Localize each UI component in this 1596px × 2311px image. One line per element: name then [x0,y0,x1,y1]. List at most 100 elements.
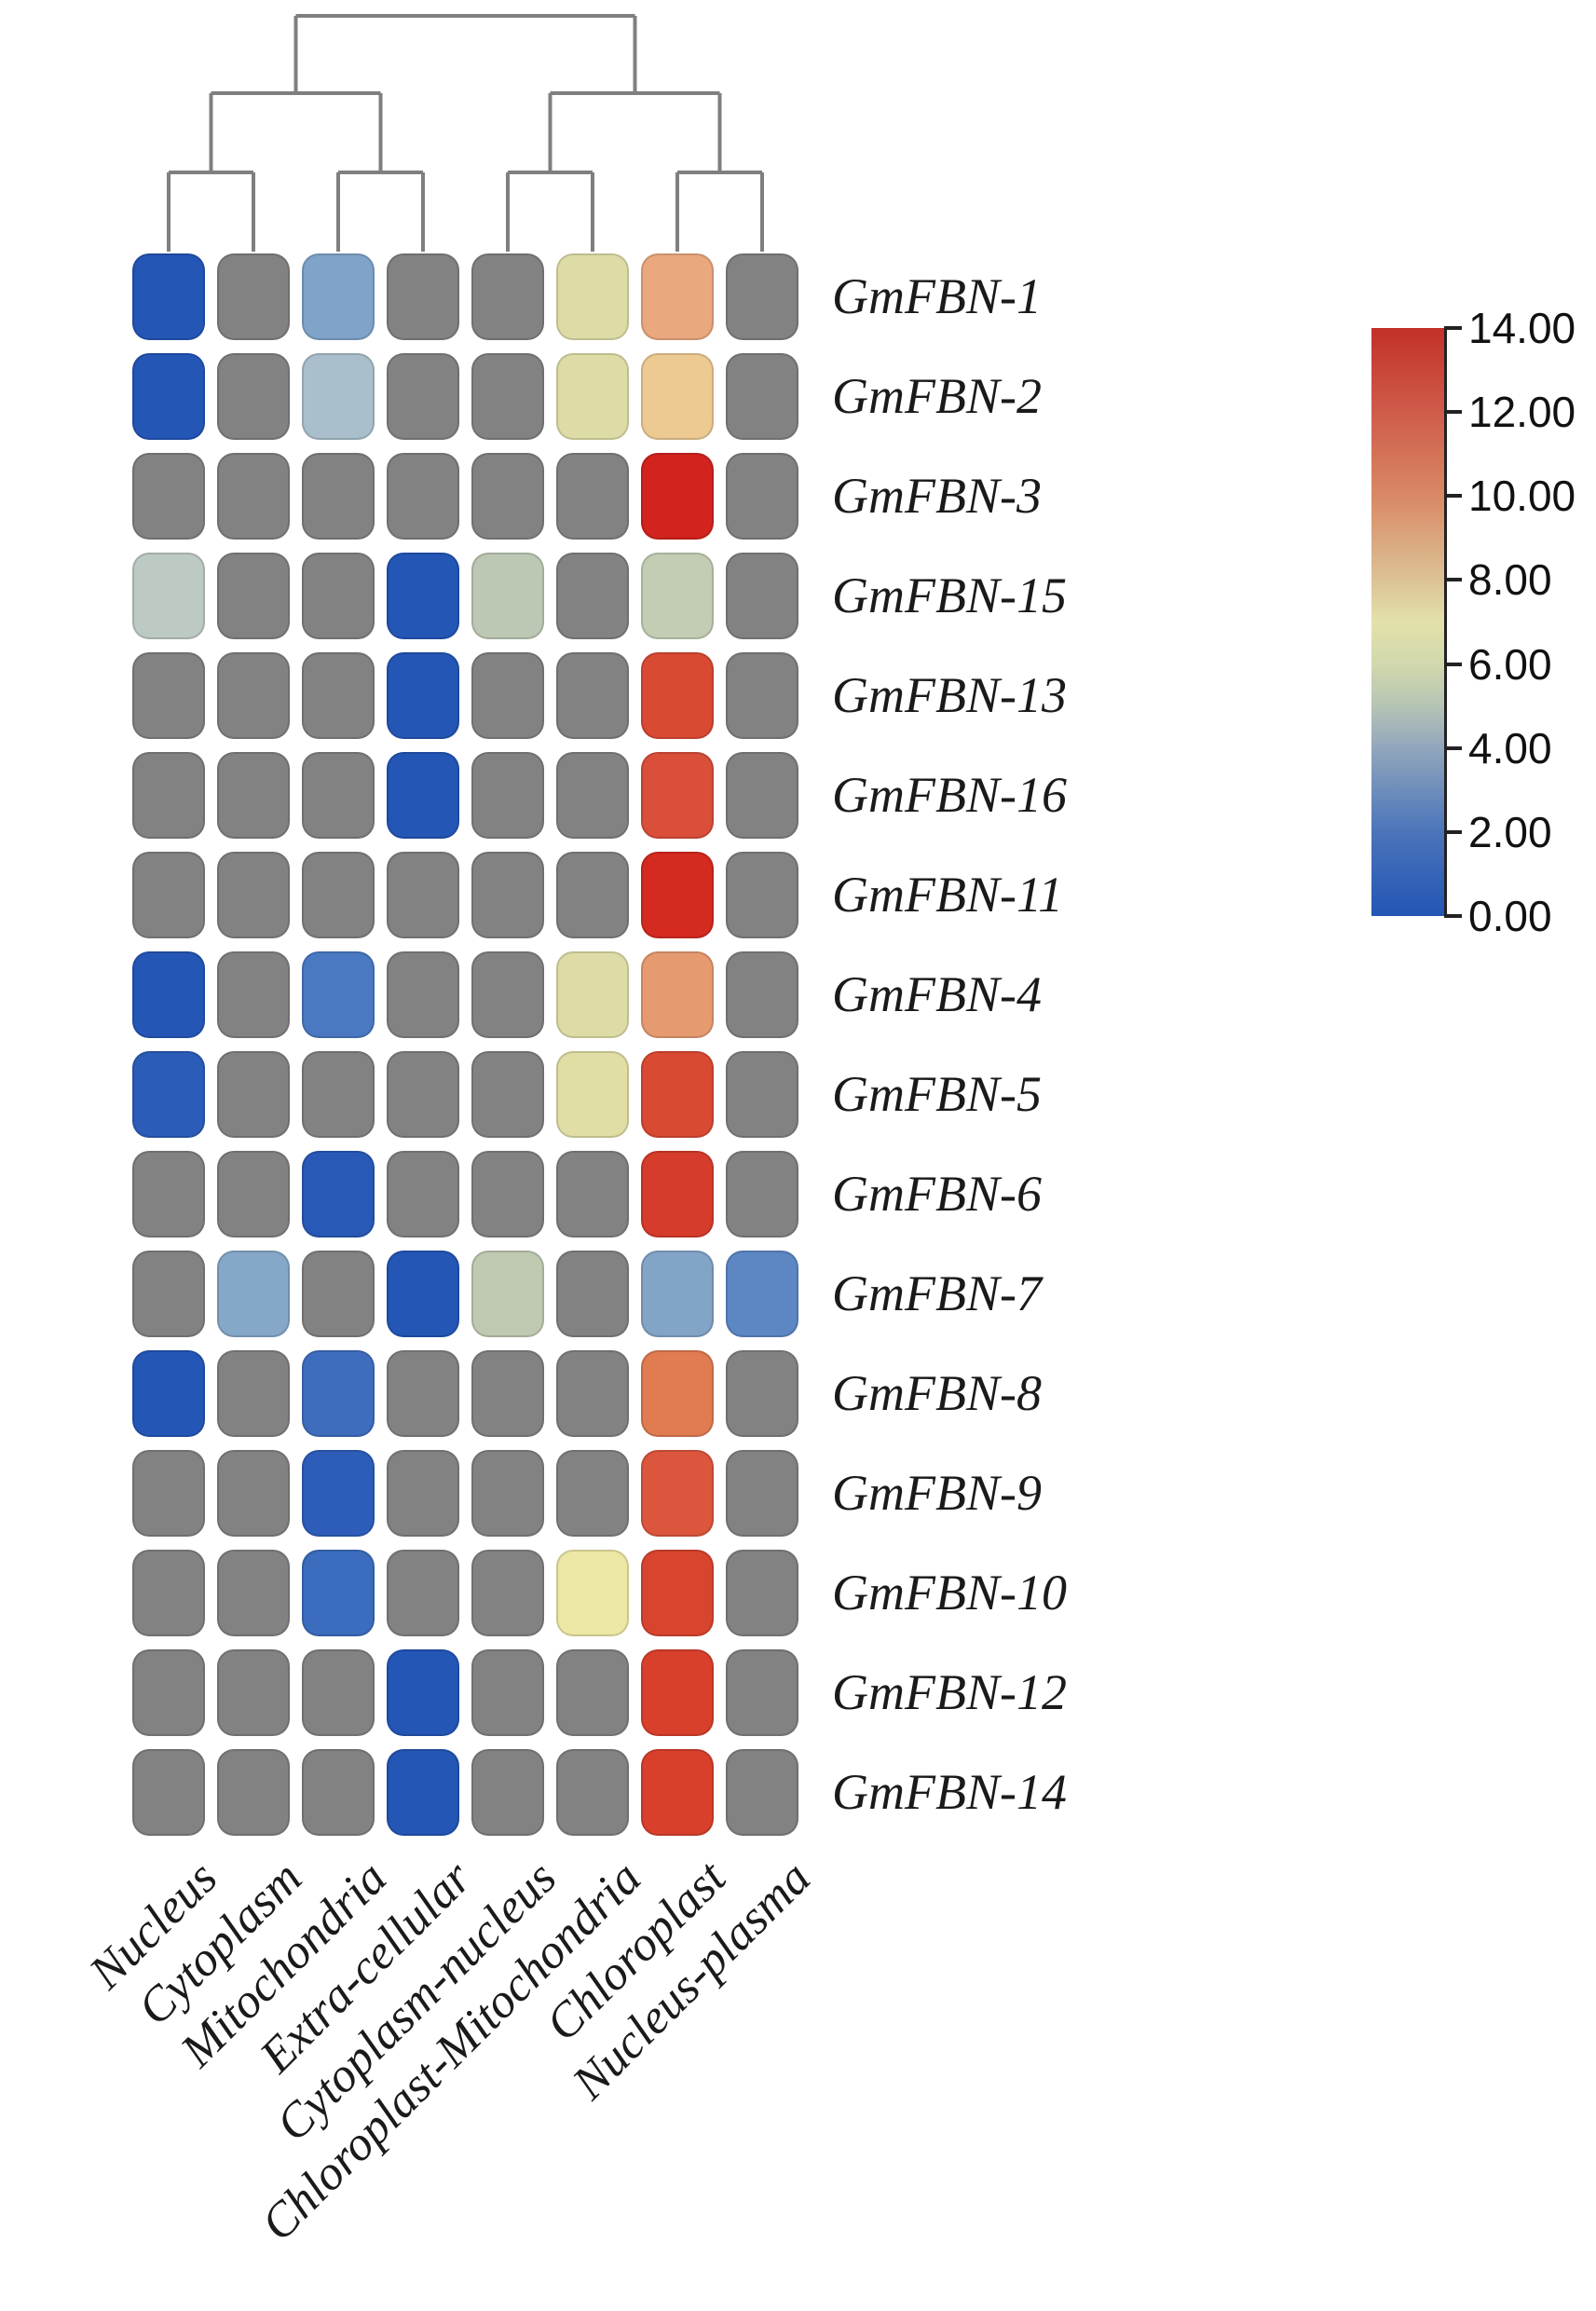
heatmap-cell [302,1151,375,1238]
heatmap-cell [132,1749,205,1836]
heatmap-cell [471,553,544,639]
colorbar-tick-mark [1447,829,1462,834]
heatmap-cell [726,1350,798,1437]
heatmap-cell [556,1151,629,1238]
heatmap-cell [641,1550,714,1636]
heatmap-cell [471,1251,544,1337]
row-label: GmFBN-9 [832,1465,1042,1521]
heatmap-cell [302,1450,375,1537]
heatmap-cell [132,951,205,1038]
row-label: GmFBN-7 [832,1265,1042,1321]
colorbar-tick-mark [1447,578,1462,582]
heatmap-cell [471,253,544,340]
row-label: GmFBN-11 [832,867,1063,923]
heatmap-cell [387,1151,459,1238]
heatmap-cell [471,752,544,839]
heatmap-cell [302,1350,375,1437]
heatmap-cell [132,1151,205,1238]
heatmap-cell [217,852,290,938]
heatmap-cell [387,1450,459,1537]
heatmap-cell [302,652,375,739]
heatmap-cell [132,353,205,440]
heatmap-cell [217,1151,290,1238]
heatmap-cell [302,453,375,540]
heatmap-cell [387,453,459,540]
heatmap-cell [471,852,544,938]
heatmap-cell [387,852,459,938]
colorbar-gradient [1371,328,1444,916]
heatmap-cell [471,1450,544,1537]
row-label: GmFBN-2 [832,368,1042,424]
heatmap-cell [556,453,629,540]
row-label: GmFBN-3 [832,468,1042,524]
heatmap-cell [641,1051,714,1138]
heatmap-cell [471,1649,544,1736]
heatmap-cell [217,253,290,340]
row-label: GmFBN-4 [832,966,1042,1022]
heatmap-cell [471,652,544,739]
heatmap-cell [641,253,714,340]
row-label: GmFBN-8 [832,1365,1042,1421]
heatmap-cell [217,752,290,839]
heatmap-cell [726,951,798,1038]
heatmap-cell [641,353,714,440]
heatmap-cell [556,553,629,639]
heatmap-cell [726,1151,798,1238]
heatmap-cell [726,1550,798,1636]
heatmap-cell [556,1450,629,1537]
heatmap-cell [726,752,798,839]
colorbar-tick-label: 8.00 [1468,555,1552,605]
colorbar-tick-mark [1447,326,1462,330]
colorbar-tick-label: 14.00 [1468,304,1576,352]
heatmap-cell [641,1450,714,1537]
heatmap-cell [387,353,459,440]
heatmap-cell [302,951,375,1038]
colorbar-tick-label: 0.00 [1468,892,1552,940]
heatmap-cell [471,951,544,1038]
heatmap-cell [556,1051,629,1138]
heatmap-cell [217,1051,290,1138]
heatmap-cell [556,253,629,340]
heatmap-cell [132,752,205,839]
colorbar-tick-label: 10.00 [1468,472,1576,521]
heatmap-cell [726,652,798,739]
colorbar-tick-mark [1447,914,1462,918]
heatmap-cell [132,1350,205,1437]
heatmap-cell [726,1649,798,1736]
heatmap-cell [217,652,290,739]
row-label: GmFBN-14 [832,1764,1067,1820]
colorbar-tick-mark [1447,662,1462,666]
heatmap-cell [387,951,459,1038]
heatmap-cell [471,1350,544,1437]
heatmap-cell [471,1051,544,1138]
colorbar-tick-mark [1447,745,1462,750]
heatmap-cell [302,1251,375,1337]
heatmap-cell [641,652,714,739]
heatmap-cell [132,652,205,739]
heatmap-cell [726,1051,798,1138]
heatmap-cell [387,253,459,340]
heatmap-cell [556,1350,629,1437]
row-label: GmFBN-15 [832,567,1067,623]
heatmap-cell [132,1051,205,1138]
heatmap-cell [641,1251,714,1337]
heatmap-cell [556,1251,629,1337]
heatmap-cell [302,253,375,340]
heatmap-cell [217,1749,290,1836]
heatmap-cell [132,1450,205,1537]
heatmap-cell [217,1550,290,1636]
heatmap-cell [132,852,205,938]
heatmap-cell [726,353,798,440]
heatmap-cell [471,1550,544,1636]
row-label: GmFBN-1 [832,268,1042,324]
heatmap-cell [471,453,544,540]
heatmap-cell [641,1649,714,1736]
heatmap-cell [726,1749,798,1836]
heatmap-cell [302,353,375,440]
heatmap-cell [387,1350,459,1437]
colorbar-axis-line [1444,326,1447,918]
heatmap-cell [217,553,290,639]
colorbar-tick-label: 6.00 [1468,639,1552,689]
heatmap-cell [132,1251,205,1337]
heatmap-cell [387,1649,459,1736]
